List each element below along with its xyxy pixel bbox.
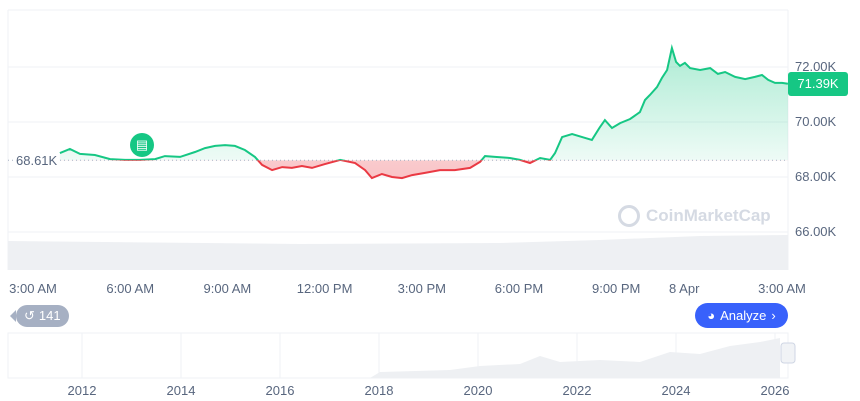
x-tick-label: 9:00 PM bbox=[591, 281, 641, 296]
navigator-year-label: 2026 bbox=[760, 383, 790, 398]
navigator-year-label: 2012 bbox=[67, 383, 97, 398]
chevron-right-icon: › bbox=[771, 308, 776, 323]
price-line-up bbox=[59, 44, 789, 161]
navigator-year-label: 2014 bbox=[166, 383, 196, 398]
y-tick-label: 70.00K bbox=[795, 114, 837, 129]
x-tick-label: 3:00 PM bbox=[397, 281, 447, 296]
area-above-baseline bbox=[59, 48, 788, 161]
x-tick-label: 6:00 AM bbox=[106, 281, 155, 296]
history-icon: ↺ bbox=[24, 308, 35, 323]
coinmarketcap-logo-icon bbox=[618, 205, 640, 227]
history-badge[interactable]: ↺ 141 bbox=[10, 305, 69, 327]
area-below-baseline bbox=[257, 160, 536, 179]
watermark: CoinMarketCap bbox=[618, 205, 771, 227]
document-icon[interactable]: ▤ bbox=[130, 133, 154, 157]
navigator-year-label: 2018 bbox=[364, 383, 394, 398]
analyze-button[interactable]: ◕ Analyze › bbox=[695, 303, 788, 328]
y-tick-label: 66.00K bbox=[795, 224, 837, 239]
navigator-year-label: 2016 bbox=[265, 383, 295, 398]
navigator-year-label: 2022 bbox=[562, 383, 592, 398]
x-tick-label: 12:00 PM bbox=[296, 281, 353, 296]
volume-bars bbox=[8, 235, 788, 270]
navigator-area bbox=[370, 338, 780, 378]
x-tick-label: 6:00 PM bbox=[494, 281, 544, 296]
analyze-icon: ◕ bbox=[707, 308, 716, 323]
navigator-handle[interactable] bbox=[780, 342, 796, 364]
navigator-year-label: 2020 bbox=[463, 383, 493, 398]
baseline-label: 68.61K bbox=[14, 153, 60, 168]
y-tick-label: 72.00K bbox=[795, 59, 837, 74]
y-tick-label: 68.00K bbox=[795, 169, 837, 184]
x-tick-label: 3:00 AM bbox=[9, 281, 57, 296]
x-tick-label: 3:00 AM bbox=[758, 281, 806, 296]
x-tick-label: 9:00 AM bbox=[203, 281, 252, 296]
current-price-badge: 71.39K bbox=[788, 72, 848, 96]
navigator-year-label: 2024 bbox=[661, 383, 691, 398]
x-tick-label: 8 Apr bbox=[669, 281, 700, 296]
